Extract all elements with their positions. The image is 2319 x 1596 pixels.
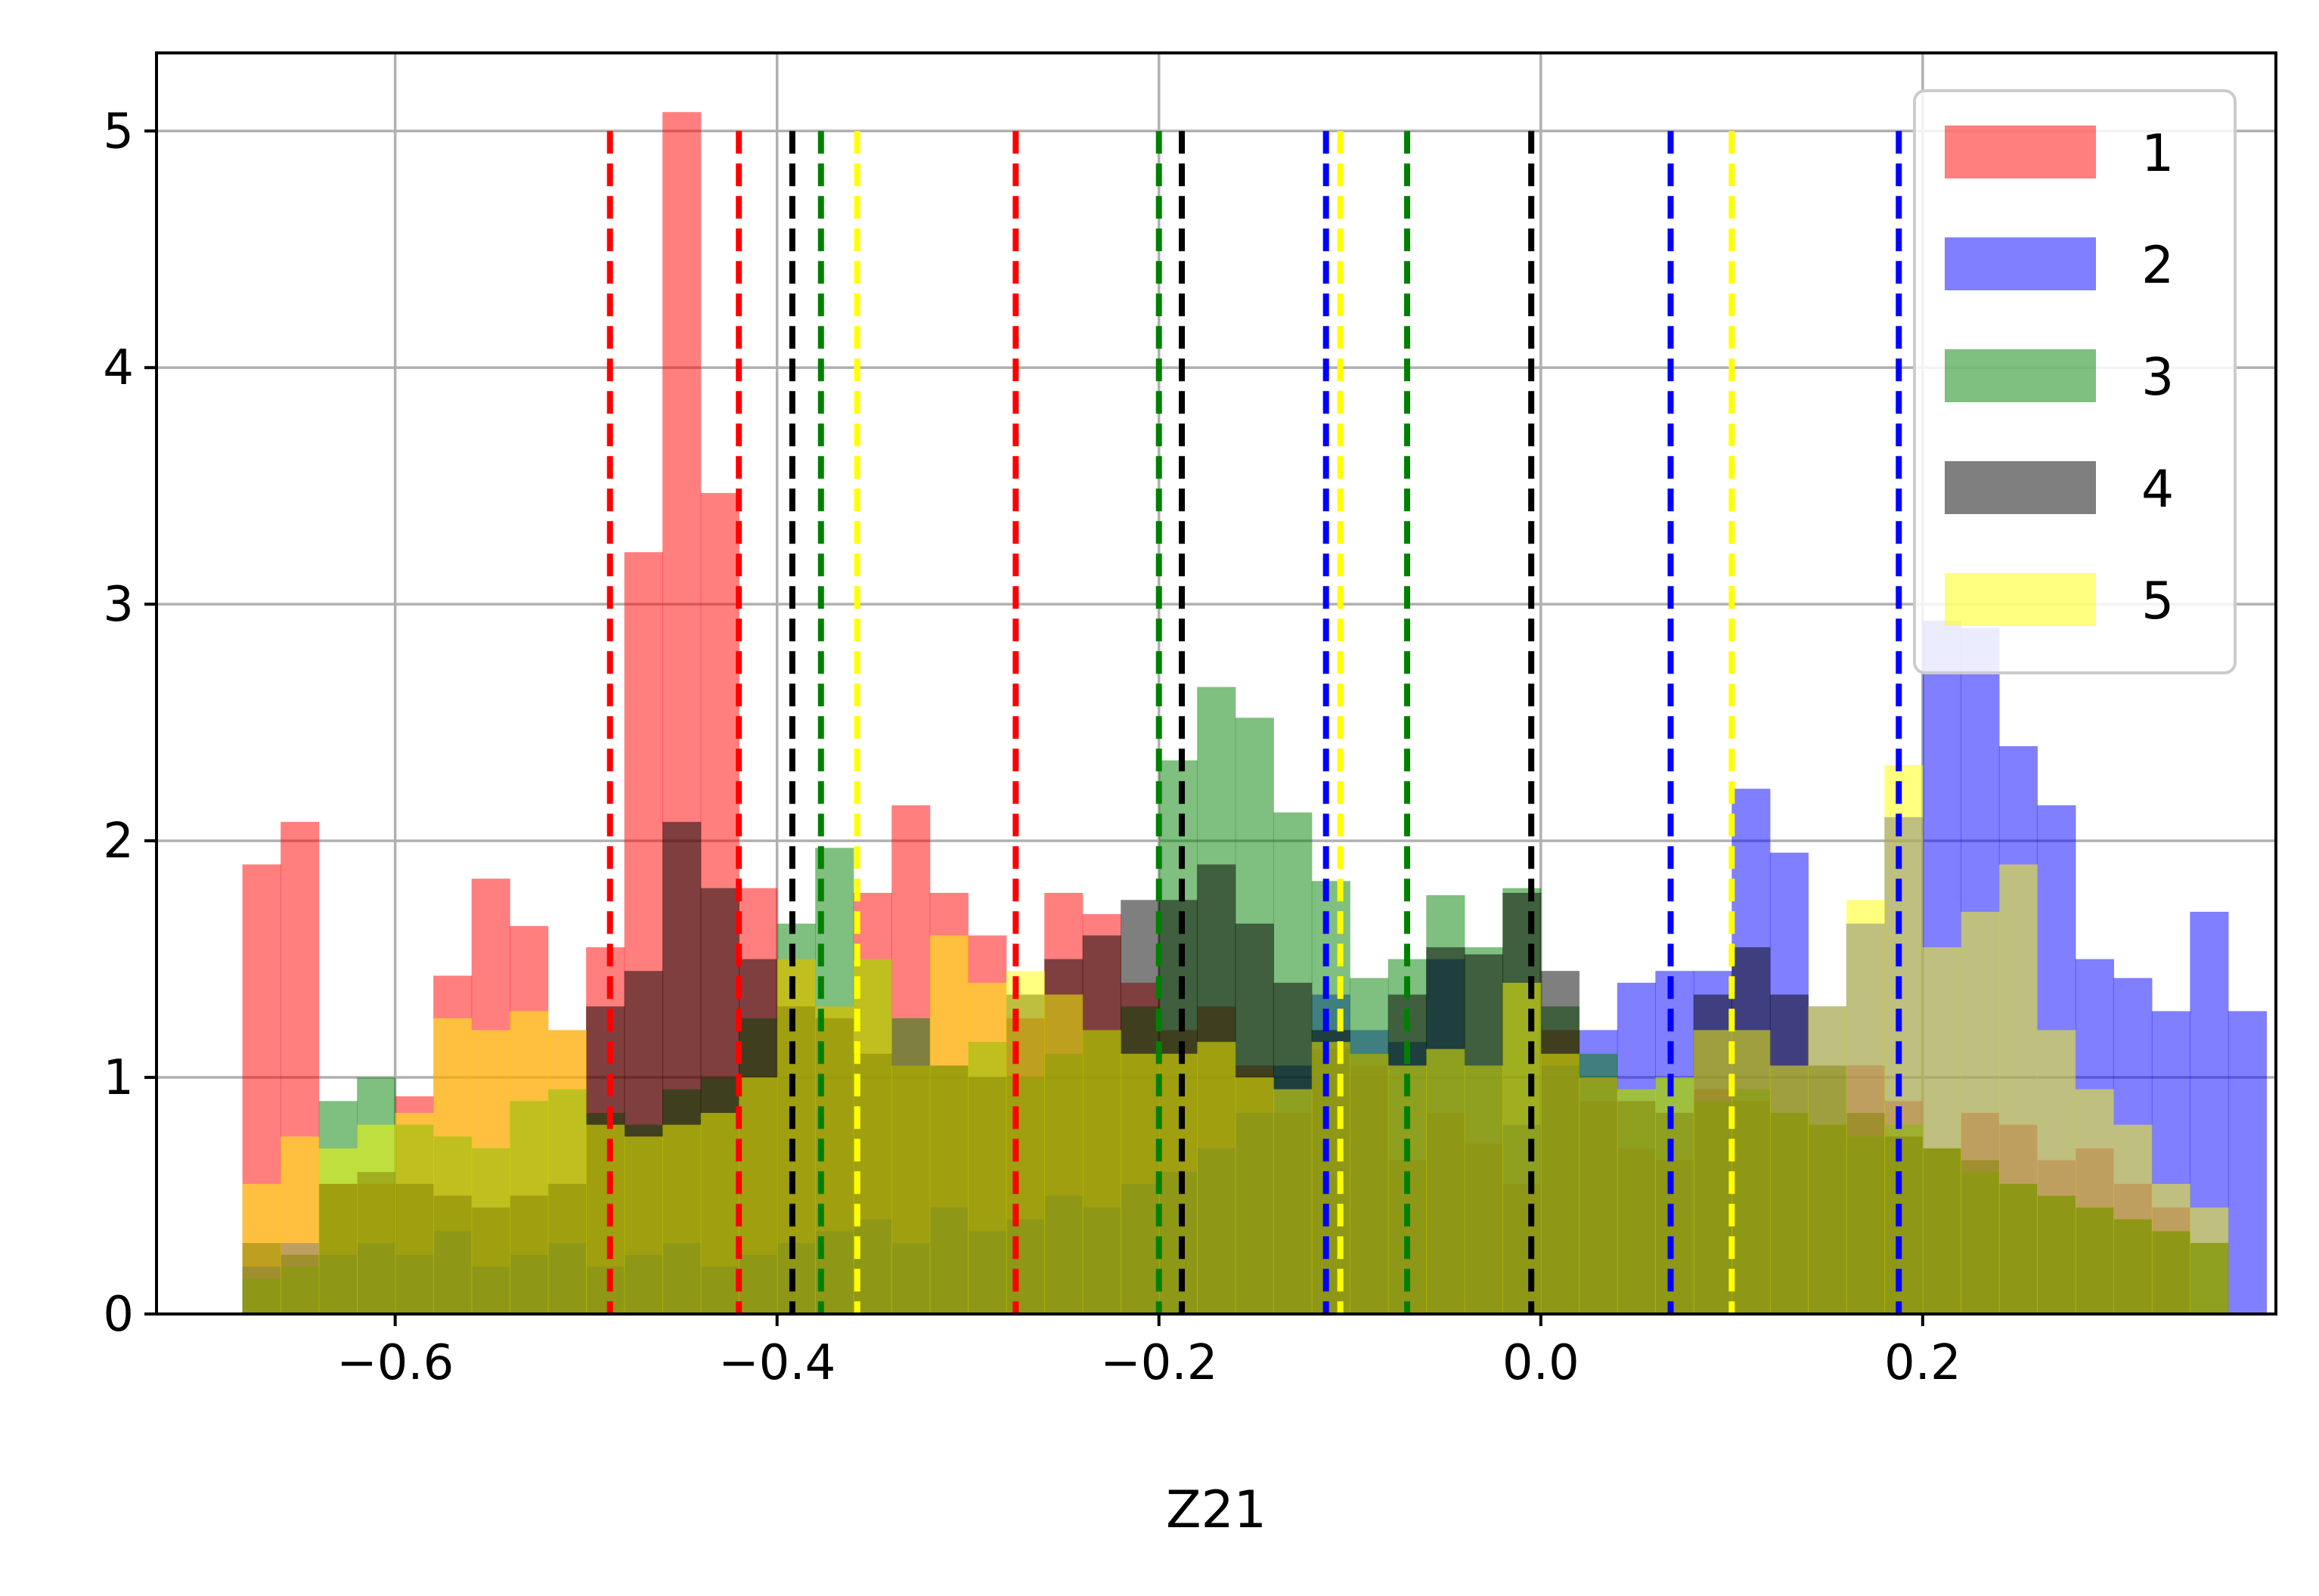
histogram-bar-series-5 bbox=[357, 1124, 396, 1314]
x-tick-label: 0.0 bbox=[1502, 1335, 1580, 1391]
histogram-bar-series-5 bbox=[1540, 1053, 1580, 1314]
x-tick-label: −0.4 bbox=[718, 1335, 836, 1391]
x-tick-label: −0.2 bbox=[1100, 1335, 1217, 1391]
legend: 1 2 3 4 5 bbox=[1913, 89, 2237, 674]
y-tick-label: 3 bbox=[103, 577, 134, 633]
histogram-bar-series-5 bbox=[1998, 864, 2038, 1314]
y-tick-label: 4 bbox=[103, 340, 134, 396]
x-tick-label: 0.2 bbox=[1884, 1335, 1961, 1391]
histogram-bar-series-5 bbox=[2151, 1183, 2190, 1314]
x-tick-label: −0.6 bbox=[336, 1335, 454, 1391]
histogram-bar-series-5 bbox=[968, 982, 1007, 1314]
histogram-bar-series-5 bbox=[1121, 1053, 1160, 1314]
histogram-bar-series-5 bbox=[1846, 900, 1885, 1314]
histogram-bar-series-5 bbox=[281, 1136, 320, 1314]
histogram-bar-series-5 bbox=[1006, 971, 1045, 1314]
y-tick-label: 5 bbox=[103, 104, 134, 160]
y-tick-label: 0 bbox=[103, 1287, 134, 1343]
histogram-bar-series-5 bbox=[929, 935, 969, 1314]
histogram-bar-series-5 bbox=[777, 959, 816, 1314]
histogram-bar-series-5 bbox=[2113, 1124, 2153, 1314]
histogram-bar-series-5 bbox=[547, 1030, 587, 1314]
legend-label-3: 3 bbox=[2141, 348, 2174, 408]
plot-frame bbox=[155, 51, 2277, 1316]
histogram-bar-series-5 bbox=[1044, 994, 1084, 1314]
histogram-bar-series-5 bbox=[1731, 1030, 1771, 1314]
legend-label-5: 5 bbox=[2141, 572, 2174, 631]
histogram-bar-series-5 bbox=[395, 1112, 434, 1314]
histogram-bar-series-5 bbox=[1922, 947, 1961, 1314]
histogram-bar-series-5 bbox=[1617, 1089, 1656, 1314]
histogram-bar-series-5 bbox=[242, 1183, 281, 1314]
histogram-bar-series-5 bbox=[1158, 1053, 1198, 1314]
histogram-bar-series-5 bbox=[1082, 1030, 1121, 1314]
histogram-bar-series-5 bbox=[1502, 982, 1542, 1314]
dashed-reference-lines bbox=[606, 131, 1902, 1314]
histogram-bar-series-5 bbox=[1655, 1077, 1694, 1314]
histogram-bar-series-5 bbox=[662, 1124, 702, 1314]
histogram-bar-series-5 bbox=[2037, 1030, 2076, 1314]
histogram-bar-series-5 bbox=[1426, 1049, 1465, 1314]
histogram-bar-series-5 bbox=[891, 1065, 931, 1314]
histogram-bar-series-5 bbox=[2190, 1207, 2229, 1314]
legend-swatch-2 bbox=[1945, 237, 2096, 290]
histogram-bar-series-5 bbox=[1769, 1065, 1809, 1314]
y-tick-label: 1 bbox=[103, 1050, 134, 1106]
histogram-bar-series-5 bbox=[1808, 1006, 1847, 1314]
histogram-bar-series-5 bbox=[471, 1030, 510, 1314]
histogram-bar-series-2 bbox=[2228, 1011, 2267, 1314]
histogram-bar-series-5 bbox=[1464, 1065, 1503, 1314]
histogram-bar-series-5 bbox=[1311, 1042, 1350, 1314]
legend-swatch-3 bbox=[1945, 349, 2096, 402]
histogram-bar-series-5 bbox=[510, 1011, 549, 1314]
legend-label-4: 4 bbox=[2141, 460, 2174, 519]
histogram-bar-series-5 bbox=[1350, 1053, 1389, 1314]
legend-label-1: 1 bbox=[2141, 124, 2174, 184]
histogram-bar-series-5 bbox=[1579, 1077, 1618, 1314]
histogram-bar-series-5 bbox=[739, 1077, 778, 1314]
histogram-bar-series-5 bbox=[2075, 1089, 2114, 1314]
legend-label-2: 2 bbox=[2141, 236, 2174, 296]
histogram-bar-series-5 bbox=[1273, 1089, 1313, 1314]
histogram-bar-series-5 bbox=[433, 1018, 473, 1314]
axis-ticks: −0.6 −0.4 −0.2 0.0 0.2 0 1 2 3 4 5 bbox=[103, 104, 1961, 1391]
histogram-bars bbox=[242, 112, 2267, 1314]
histogram-bar-series-5 bbox=[1235, 1077, 1274, 1314]
histogram-bar-series-5 bbox=[624, 1136, 663, 1314]
histogram-bar-series-5 bbox=[1197, 1042, 1236, 1314]
histogram-bar-series-5 bbox=[1961, 911, 2000, 1314]
histogram-bar-series-5 bbox=[586, 1124, 625, 1314]
legend-swatch-4 bbox=[1945, 461, 2096, 514]
x-axis-label: Z21 bbox=[1166, 1480, 1266, 1540]
legend-swatch-1 bbox=[1945, 126, 2096, 178]
y-tick-label: 2 bbox=[103, 813, 134, 869]
histogram-bar-series-5 bbox=[1884, 764, 1924, 1314]
histogram-bar-series-5 bbox=[318, 1148, 358, 1314]
histogram-bar-series-5 bbox=[700, 1112, 739, 1314]
histogram-bar-series-5 bbox=[1693, 1030, 1732, 1314]
legend-swatch-5 bbox=[1945, 573, 2096, 626]
